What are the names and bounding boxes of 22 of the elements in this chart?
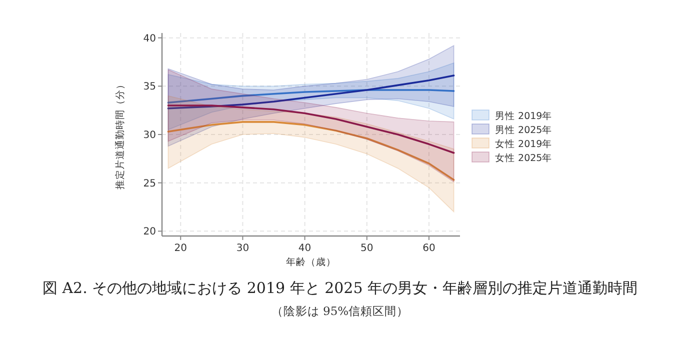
legend-label: 女性 2019年 — [495, 138, 552, 150]
legend-label: 男性 2025年 — [495, 124, 552, 136]
line-series — [167, 74, 455, 110]
line-series — [167, 104, 455, 154]
y-tick-label: 30 — [143, 130, 156, 141]
x-tick-label: 40 — [298, 243, 312, 254]
x-tick-label: 60 — [422, 243, 436, 254]
x-tick-label: 30 — [236, 243, 250, 254]
x-tick-label: 50 — [360, 243, 374, 254]
text: 図 A2. その他の地域における 2019 年と 2025 年の男女・年齢層別の推定片道通勤時間 — [42, 279, 638, 297]
y-tick-label: 40 — [143, 33, 156, 44]
x-tick-label: 20 — [174, 243, 187, 254]
y-tick-label: 20 — [143, 226, 156, 238]
legend-label: 男性 2019年 — [495, 110, 552, 122]
line-series — [167, 89, 455, 104]
line-series — [167, 121, 455, 181]
text: （陰影は 95%信頼区間） — [271, 304, 409, 318]
y-tick-label: 35 — [143, 82, 156, 93]
y-tick-label: 25 — [143, 178, 156, 190]
x-axis-title: 年齢（歳） — [286, 256, 336, 268]
y-axis-title: 推定片道通勤時間（分） — [114, 80, 126, 190]
legend-label: 女性 2025年 — [495, 152, 552, 164]
